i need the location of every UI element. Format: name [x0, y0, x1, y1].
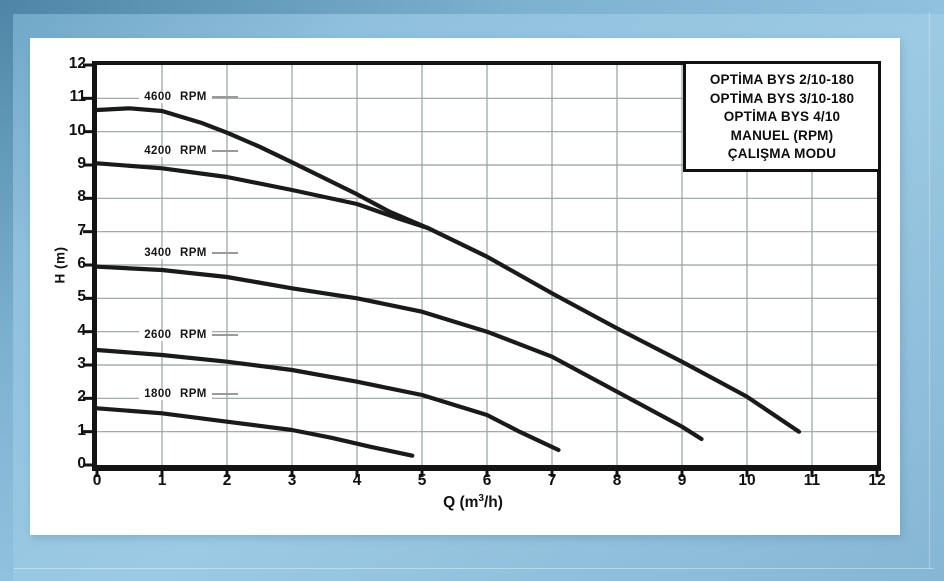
curve-label-1800-rpm: 1800 RPM — [139, 388, 238, 400]
x-tick-label: 9 — [677, 472, 687, 489]
y-tick-label: 12 — [68, 55, 86, 72]
pump-curve-4200-rpm — [94, 161, 431, 231]
x-tick-label: 7 — [547, 472, 557, 489]
pump-curve-1800-rpm — [94, 406, 415, 458]
plot-area: OPTİMA BYS 2/10-180 OPTİMA BYS 3/10-180 … — [83, 61, 881, 477]
curve-label-text: 1800 RPM — [139, 388, 212, 400]
x-tick-label: 6 — [482, 472, 492, 489]
x-tick-label: 12 — [868, 472, 886, 489]
x-tick-label: 1 — [157, 472, 167, 489]
x-axis-title: Q (m3/h) — [403, 492, 543, 512]
x-tick-label: 5 — [417, 472, 427, 489]
x-tick-label: 3 — [287, 472, 297, 489]
curve-label-2600-rpm: 2600 RPM — [139, 329, 238, 341]
curve-label-4200-rpm: 4200 RPM — [139, 145, 238, 157]
curve-label-4600-rpm: 4600 RPM — [139, 90, 238, 103]
y-tick-label: 2 — [77, 388, 86, 406]
x-axis-title-superscript: 3 — [478, 492, 484, 504]
x-tick-label: 8 — [612, 472, 622, 489]
curve-label-text: 2600 RPM — [139, 329, 212, 341]
curve-label-leader-line — [211, 95, 238, 98]
legend-line-mode: MANUEL (RPM) — [730, 127, 834, 143]
background-left-edge — [0, 0, 13, 581]
y-tick-label: 10 — [68, 121, 86, 139]
pump-curve-2600-rpm — [94, 347, 561, 453]
y-tick-label: 0 — [77, 455, 86, 472]
curve-label-text: 4600 RPM — [139, 90, 212, 103]
legend-line-mode-2: ÇALIŞMA MODU — [727, 146, 837, 162]
x-tick-label: 10 — [738, 472, 756, 489]
x-tick-label: 4 — [352, 472, 362, 489]
pump-curve-3400-rpm — [94, 264, 704, 442]
background-top-edge — [0, 0, 944, 14]
curve-label-3400-rpm: 3400 RPM — [139, 247, 238, 260]
x-axis-title-text: Q (m — [443, 494, 479, 511]
chart-panel: H (m) OPTİMA BYS 2/10-180 OPTİMA BYS 3/1… — [30, 38, 900, 535]
y-tick-label: 11 — [69, 88, 86, 106]
y-tick-label: 5 — [77, 288, 86, 306]
y-tick-label: 4 — [77, 321, 86, 339]
legend-line-model-2: OPTİMA BYS 3/10-180 — [709, 90, 855, 106]
y-tick-label: 3 — [77, 355, 86, 372]
curve-label-text: 3400 RPM — [139, 247, 212, 260]
x-tick-label: 11 — [803, 472, 821, 489]
x-tick-label: 0 — [92, 472, 102, 489]
background-inset-line-bottom — [14, 568, 934, 569]
y-tick-label: 6 — [77, 255, 86, 272]
legend-line-model-3: OPTİMA BYS 4/10 — [723, 109, 841, 125]
x-tick-label: 2 — [222, 472, 232, 489]
legend-box: OPTİMA BYS 2/10-180 OPTİMA BYS 3/10-180 … — [683, 61, 881, 172]
curve-label-leader-line — [211, 393, 238, 395]
y-tick-label: 1 — [77, 421, 86, 439]
curve-label-leader-line — [211, 334, 238, 336]
x-axis-title-text-end: /h) — [483, 494, 503, 511]
y-tick-label: 7 — [77, 221, 86, 239]
curve-label-text: 4200 RPM — [139, 145, 212, 157]
y-tick-label: 9 — [77, 155, 86, 172]
curve-label-leader-line — [211, 252, 238, 255]
pump-curve-4600-rpm — [94, 106, 802, 434]
y-tick-label: 8 — [77, 188, 86, 206]
background-inset-line-right — [929, 12, 930, 569]
curve-label-leader-line — [211, 150, 238, 152]
legend-line-model-1: OPTİMA BYS 2/10-180 — [709, 72, 855, 87]
